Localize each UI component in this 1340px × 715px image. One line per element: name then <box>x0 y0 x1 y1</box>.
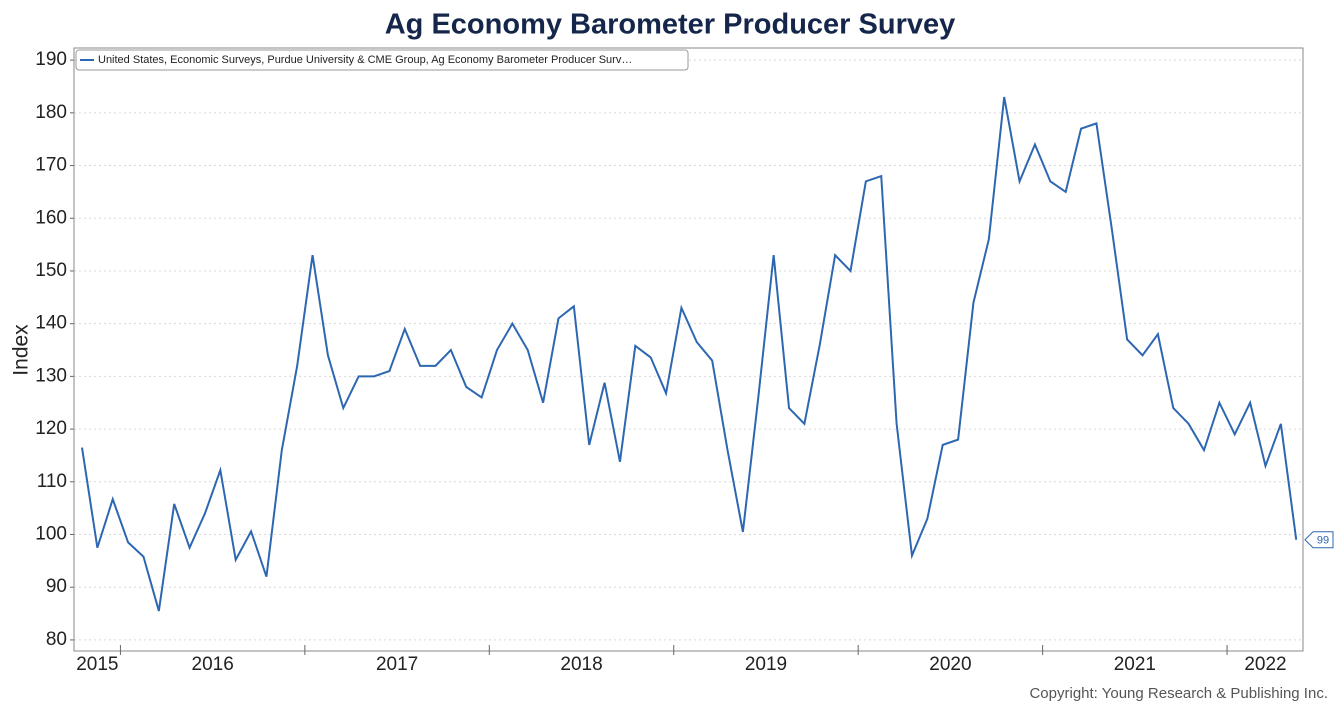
x-tick-label: 2016 <box>192 654 234 675</box>
copyright: Copyright: Young Research & Publishing I… <box>1029 685 1328 702</box>
x-tick-label: 2020 <box>929 654 971 675</box>
last-value-box <box>1304 531 1334 549</box>
chart-title: Ag Economy Barometer Producer Survey <box>385 9 956 41</box>
y-tick-label: 170 <box>35 155 67 176</box>
x-tick-label: 2018 <box>560 654 602 675</box>
x-tick-label: 2022 <box>1244 654 1286 675</box>
x-tick-label: 2017 <box>376 654 418 675</box>
plot-frame <box>73 47 1304 652</box>
series-line <box>81 96 1298 612</box>
y-tick-label: 80 <box>46 629 67 650</box>
y-tick-label: 90 <box>46 576 67 597</box>
y-tick-label: 150 <box>35 260 67 281</box>
y-tick-label: 120 <box>35 418 67 439</box>
x-tick-label: 2019 <box>745 654 787 675</box>
last-value-label: 99 <box>1317 535 1329 547</box>
y-tick-label: 140 <box>35 313 67 334</box>
legend-label: United States, Economic Surveys, Purdue … <box>98 54 632 66</box>
x-tick-label: 2021 <box>1114 654 1156 675</box>
y-tick-label: 180 <box>35 102 67 123</box>
y-tick-label: 190 <box>35 49 67 70</box>
y-tick-label: 100 <box>35 524 67 545</box>
y-tick-label: 130 <box>35 365 67 386</box>
legend-box <box>75 49 689 71</box>
legend: United States, Economic Surveys, Purdue … <box>75 49 689 71</box>
y-tick-label: 110 <box>37 471 67 492</box>
y-axis-label: Index <box>10 324 33 376</box>
x-tick-label: 2015 <box>76 654 118 675</box>
y-tick-label: 160 <box>35 207 67 228</box>
